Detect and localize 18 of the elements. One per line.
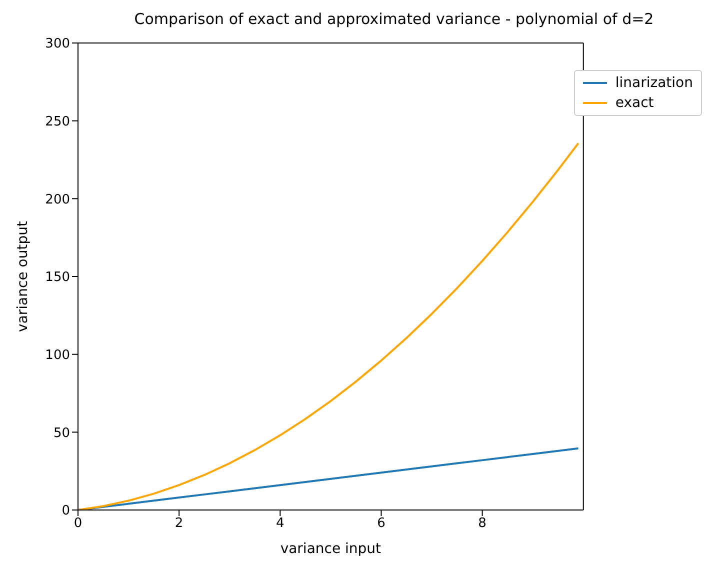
legend-label: linarization xyxy=(615,74,693,93)
x-axis-title: variance input xyxy=(280,541,382,557)
legend-label: exact xyxy=(615,94,654,113)
x-tick-label: 4 xyxy=(276,516,284,532)
x-tick-label: 0 xyxy=(74,516,82,532)
chart-title: Comparison of exact and approximated variance - polynomial of d=2 xyxy=(133,9,655,30)
y-axis-title: variance output xyxy=(14,220,31,332)
y-tick-label: 50 xyxy=(53,426,70,441)
x-tick-label: 2 xyxy=(174,516,184,532)
y-tick-label: 200 xyxy=(45,192,70,208)
y-tick-label: 300 xyxy=(45,36,70,52)
line-series xyxy=(78,142,580,510)
y-tick-label: 250 xyxy=(45,114,70,130)
y-tick-label: 0 xyxy=(62,504,70,519)
x-tick-label: 8 xyxy=(478,516,486,532)
y-tick-label: 100 xyxy=(45,348,70,363)
x-tick-label: 6 xyxy=(377,516,386,532)
y-tick-label: 150 xyxy=(45,270,70,286)
